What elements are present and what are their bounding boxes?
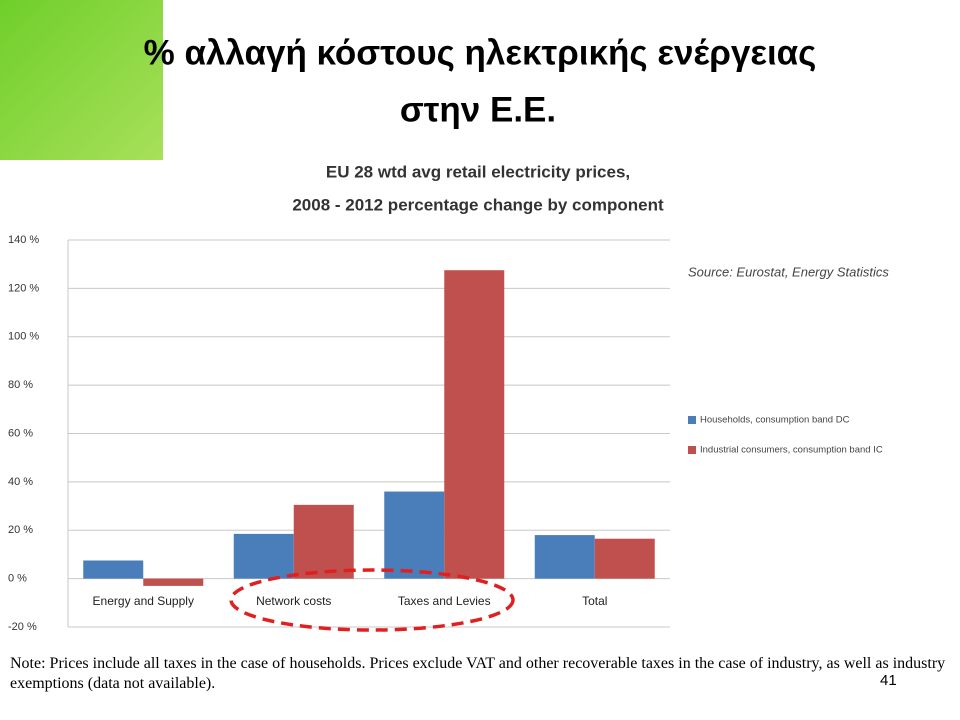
bar — [293, 504, 354, 579]
y-tick-label: -20 % — [8, 621, 37, 633]
y-tick-label: 140 % — [8, 234, 39, 246]
bar — [594, 538, 655, 579]
source-annotation: Source: Eurostat, Energy Statistics — [688, 264, 889, 279]
bar — [143, 578, 204, 586]
legend-swatch — [688, 416, 696, 424]
bar — [444, 270, 505, 579]
bar — [534, 535, 595, 579]
y-tick-label: 40 % — [8, 476, 33, 488]
legend-label: Industrial consumers, consumption band I… — [700, 445, 883, 456]
page-number: 41 — [880, 672, 897, 689]
y-tick-label: 0 % — [8, 573, 27, 585]
bar — [233, 533, 294, 579]
bar — [83, 560, 144, 579]
x-tick-label: Network costs — [256, 594, 331, 608]
chart-title: 2008 - 2012 percentage change by compone… — [292, 195, 664, 214]
x-tick-label: Taxes and Levies — [398, 594, 491, 608]
note: Note: Prices include all taxes in the ca… — [10, 655, 946, 692]
chart-title: EU 28 wtd avg retail electricity prices, — [326, 162, 630, 181]
slide-title: % αλλαγή κόστους ηλεκτρικής ενέργειας — [144, 33, 817, 72]
legend-swatch — [688, 446, 696, 454]
slide-title: στην Ε.Ε. — [400, 90, 556, 129]
y-tick-label: 80 % — [8, 379, 33, 391]
y-tick-label: 20 % — [8, 524, 33, 536]
x-tick-label: Energy and Supply — [93, 594, 194, 608]
plot: -20 % 0 % 20 % 40 % 60 % 80 % 100 % 120 % 140 % E… — [8, 234, 883, 633]
x-tick-label: Total — [582, 594, 607, 608]
legend-label: Households, consumption band DC — [700, 415, 850, 426]
y-tick-label: 60 % — [8, 427, 33, 439]
y-tick-label: 100 % — [8, 331, 39, 343]
y-tick-label: 120 % — [8, 282, 39, 294]
accent-block — [0, 0, 163, 160]
bar — [384, 491, 445, 579]
highlight-ellipse — [229, 568, 515, 632]
